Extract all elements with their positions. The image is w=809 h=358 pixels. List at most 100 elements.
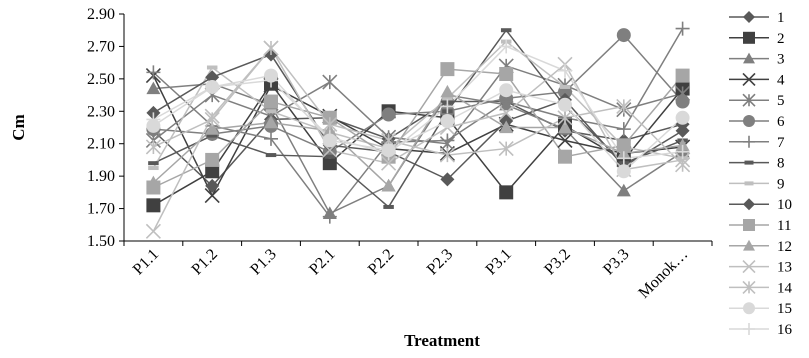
data-point-marker xyxy=(206,65,218,70)
data-point-marker xyxy=(744,160,754,165)
data-point-marker xyxy=(148,166,159,171)
legend-item-16: 16 xyxy=(729,322,793,338)
legend-label: 2 xyxy=(777,31,785,47)
data-point-marker xyxy=(743,52,755,64)
data-point-marker xyxy=(742,280,756,294)
data-point-marker xyxy=(146,175,161,189)
data-point-marker xyxy=(743,239,755,251)
y-tick-label: 2.50 xyxy=(87,71,115,88)
data-point-marker xyxy=(146,112,161,127)
data-point-marker xyxy=(264,115,278,129)
data-point-marker xyxy=(204,111,220,127)
series-markers xyxy=(145,21,691,239)
data-point-marker xyxy=(148,161,159,166)
x-tick-label: P2.2 xyxy=(365,246,397,278)
legend-item-10: 10 xyxy=(729,197,792,213)
series-line-5 xyxy=(152,65,683,145)
legend-item-6: 6 xyxy=(729,114,785,130)
data-point-marker xyxy=(557,132,573,149)
data-point-marker xyxy=(322,209,337,224)
series-markers-8 xyxy=(148,28,688,209)
y-tick-label: 1.90 xyxy=(87,168,115,185)
legend-item-14: 14 xyxy=(729,280,793,296)
x-tick-label: P1.1 xyxy=(130,246,162,278)
legend-label: 6 xyxy=(777,114,785,130)
data-point-marker xyxy=(146,65,161,80)
data-point-marker xyxy=(440,84,455,98)
legend-label: 13 xyxy=(777,260,792,276)
legend-label: 3 xyxy=(777,52,785,68)
data-point-marker xyxy=(322,116,338,132)
series-markers-16 xyxy=(146,39,690,166)
legend-item-7: 7 xyxy=(729,135,785,151)
data-point-marker xyxy=(558,63,572,78)
data-point-marker xyxy=(265,153,277,158)
legend-item-5: 5 xyxy=(729,93,785,109)
data-point-marker xyxy=(558,149,572,164)
data-point-marker xyxy=(743,11,755,23)
data-point-marker xyxy=(383,204,394,209)
y-tick-label: 2.30 xyxy=(87,103,115,120)
data-point-marker xyxy=(146,198,161,213)
data-point-marker xyxy=(559,84,571,89)
data-point-marker xyxy=(205,152,220,167)
y-tick-label: 2.70 xyxy=(87,38,115,55)
x-tick-label: P2.1 xyxy=(306,246,338,278)
series-line-15 xyxy=(152,74,684,173)
x-tick-label: P3.2 xyxy=(541,246,573,278)
data-point-marker xyxy=(381,155,397,171)
series-markers-14 xyxy=(145,40,691,173)
series-line-10 xyxy=(153,53,683,181)
series-line-2 xyxy=(153,82,684,206)
data-point-marker xyxy=(439,147,455,163)
data-point-marker xyxy=(742,72,756,86)
data-point-marker xyxy=(264,131,278,146)
y-axis-title: Cm xyxy=(9,114,28,140)
legend-item-12: 12 xyxy=(729,239,792,255)
data-point-marker xyxy=(675,157,691,173)
series-line-7 xyxy=(152,28,684,218)
data-point-marker xyxy=(675,110,690,125)
data-point-marker xyxy=(743,219,755,231)
data-point-marker xyxy=(557,110,573,126)
data-point-marker xyxy=(322,156,337,171)
legend-label: 16 xyxy=(777,322,793,338)
series-line-13 xyxy=(152,46,683,232)
x-tick-label: P2.3 xyxy=(424,246,456,278)
data-point-marker xyxy=(675,144,690,159)
series-line-11 xyxy=(153,68,684,189)
legend-label: 11 xyxy=(777,218,791,234)
data-point-marker xyxy=(675,21,690,36)
data-point-marker xyxy=(675,68,690,83)
data-point-marker xyxy=(205,178,220,193)
legend-label: 4 xyxy=(777,72,785,88)
series-lines xyxy=(152,28,684,232)
data-point-marker xyxy=(205,79,220,94)
legend-label: 15 xyxy=(777,301,792,317)
x-tick-label: P1.3 xyxy=(247,246,279,278)
data-point-marker xyxy=(442,96,453,101)
data-point-marker xyxy=(743,135,755,148)
data-point-marker xyxy=(204,188,220,204)
data-point-marker xyxy=(500,28,512,33)
data-point-marker xyxy=(324,154,336,159)
series-line-16 xyxy=(153,45,683,160)
data-point-marker xyxy=(498,105,514,121)
data-point-marker xyxy=(616,138,631,153)
data-point-marker xyxy=(264,73,278,88)
data-point-marker xyxy=(742,260,756,274)
legend-item-2: 2 xyxy=(729,31,785,47)
data-point-marker xyxy=(206,133,218,138)
data-point-marker xyxy=(145,139,161,155)
data-point-marker xyxy=(499,120,514,134)
legend-label: 12 xyxy=(777,239,792,255)
series-line-8 xyxy=(153,28,683,209)
data-point-marker xyxy=(558,120,572,134)
data-point-marker xyxy=(145,223,161,239)
y-tick-label: 2.10 xyxy=(87,136,115,153)
legend-item-1: 1 xyxy=(729,10,785,26)
data-point-marker xyxy=(742,93,756,107)
legend-item-4: 4 xyxy=(729,72,785,88)
data-point-marker xyxy=(498,141,514,157)
